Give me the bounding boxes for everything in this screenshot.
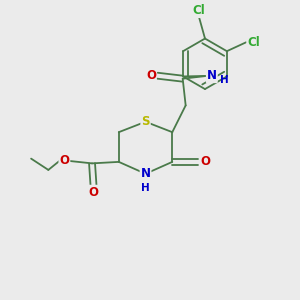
Text: O: O [146, 69, 156, 82]
Text: O: O [200, 155, 210, 168]
Text: O: O [59, 154, 69, 167]
Text: O: O [88, 186, 98, 199]
Text: S: S [141, 115, 150, 128]
Text: H: H [141, 183, 150, 193]
Text: N: N [140, 167, 151, 180]
Text: Cl: Cl [247, 36, 260, 49]
Text: Cl: Cl [193, 4, 206, 17]
Text: N: N [207, 69, 217, 82]
Text: H: H [220, 75, 229, 85]
